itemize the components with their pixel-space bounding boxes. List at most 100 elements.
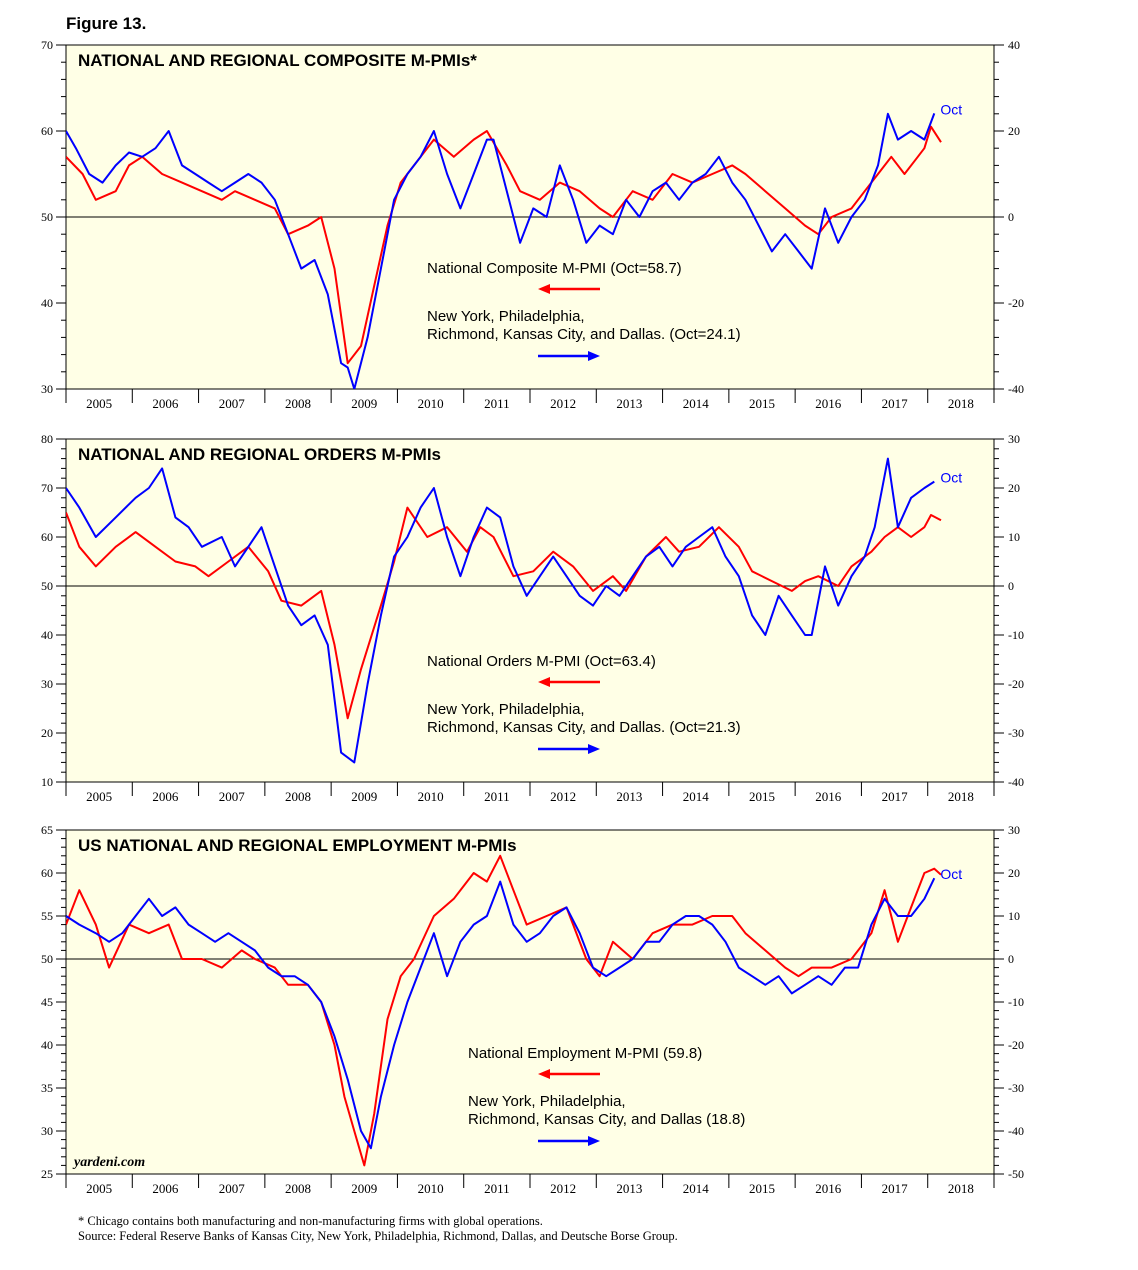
- left-tick-label: 40: [41, 296, 53, 310]
- left-tick-label: 40: [41, 1038, 53, 1052]
- right-tick-label: -20: [1008, 1038, 1024, 1052]
- legend-regional-label: Richmond, Kansas City, and Dallas (18.8): [468, 1111, 745, 1128]
- year-label: 2007: [219, 1181, 246, 1196]
- year-label: 2018: [948, 789, 974, 804]
- year-label: 2005: [86, 396, 112, 411]
- year-label: 2013: [616, 789, 642, 804]
- year-label: 2007: [219, 396, 246, 411]
- year-label: 2011: [484, 396, 510, 411]
- left-tick-label: 80: [41, 432, 53, 446]
- year-label: 2008: [285, 1181, 311, 1196]
- left-tick-label: 40: [41, 628, 53, 642]
- figure-title: Figure 13.: [66, 14, 147, 33]
- legend-national-label: National Employment M-PMI (59.8): [468, 1045, 702, 1062]
- source-note: Source: Federal Reserve Banks of Kansas …: [78, 1229, 678, 1243]
- right-tick-label: -20: [1008, 296, 1024, 310]
- year-label: 2011: [484, 789, 510, 804]
- left-tick-label: 20: [41, 726, 53, 740]
- left-tick-label: 70: [41, 481, 53, 495]
- right-tick-label: -40: [1008, 382, 1024, 396]
- legend-red-arrow: [538, 1069, 550, 1079]
- year-label: 2009: [351, 396, 377, 411]
- year-label: 2012: [550, 1181, 576, 1196]
- year-label: 2009: [351, 789, 377, 804]
- legend-blue-arrow: [588, 1136, 600, 1146]
- year-label: 2012: [550, 789, 576, 804]
- year-label: 2017: [882, 1181, 909, 1196]
- year-label: 2010: [418, 396, 444, 411]
- legend-red-arrow: [538, 677, 550, 687]
- right-tick-label: -40: [1008, 775, 1024, 789]
- legend-national-label: National Composite M-PMI (Oct=58.7): [427, 260, 682, 277]
- left-tick-label: 50: [41, 952, 53, 966]
- right-tick-label: 10: [1008, 530, 1020, 544]
- year-label: 2008: [285, 789, 311, 804]
- end-label: Oct: [940, 101, 962, 117]
- left-tick-label: 45: [41, 995, 53, 1009]
- left-tick-label: 30: [41, 677, 53, 691]
- legend-national-label: National Orders M-PMI (Oct=63.4): [427, 653, 656, 670]
- left-tick-label: 60: [41, 866, 53, 880]
- regional-series-line: [66, 877, 936, 1150]
- left-tick-label: 50: [41, 210, 53, 224]
- end-label: Oct: [940, 470, 962, 486]
- left-tick-label: 70: [41, 38, 53, 52]
- left-tick-label: 60: [41, 530, 53, 544]
- year-label: 2018: [948, 396, 974, 411]
- year-label: 2005: [86, 1181, 112, 1196]
- plot-area: [65, 829, 995, 1175]
- left-tick-label: 50: [41, 579, 53, 593]
- right-tick-label: -50: [1008, 1167, 1024, 1181]
- year-label: 2009: [351, 1181, 377, 1196]
- left-tick-label: 30: [41, 382, 53, 396]
- right-tick-label: 10: [1008, 909, 1020, 923]
- national-series-line: [66, 854, 942, 1167]
- year-label: 2006: [152, 396, 179, 411]
- legend-red-arrow: [538, 284, 550, 294]
- right-tick-label: -40: [1008, 1124, 1024, 1138]
- right-tick-label: -10: [1008, 628, 1024, 642]
- year-label: 2007: [219, 789, 246, 804]
- year-label: 2010: [418, 1181, 444, 1196]
- right-tick-label: -20: [1008, 677, 1024, 691]
- chart-title: US NATIONAL AND REGIONAL EMPLOYMENT M-PM…: [78, 836, 517, 855]
- legend-blue-arrow: [588, 351, 600, 361]
- right-tick-label: 20: [1008, 124, 1020, 138]
- year-label: 2013: [616, 396, 642, 411]
- brand-watermark: yardeni.com: [72, 1155, 145, 1170]
- right-tick-label: 40: [1008, 38, 1020, 52]
- year-label: 2016: [815, 396, 842, 411]
- national-series-line: [66, 506, 942, 720]
- left-tick-label: 30: [41, 1124, 53, 1138]
- right-tick-label: 20: [1008, 481, 1020, 495]
- plot-area: [65, 438, 995, 783]
- legend-regional-label: New York, Philadelphia,: [427, 701, 585, 718]
- year-label: 2016: [815, 1181, 842, 1196]
- year-label: 2014: [683, 789, 710, 804]
- legend-regional-label: New York, Philadelphia,: [427, 308, 585, 325]
- right-tick-label: -30: [1008, 726, 1024, 740]
- left-tick-label: 65: [41, 823, 53, 837]
- year-label: 2015: [749, 1181, 775, 1196]
- right-tick-label: 0: [1008, 210, 1014, 224]
- left-tick-label: 35: [41, 1081, 53, 1095]
- left-tick-label: 55: [41, 909, 53, 923]
- right-tick-label: 0: [1008, 952, 1014, 966]
- legend-regional-label: New York, Philadelphia,: [468, 1093, 626, 1110]
- year-label: 2006: [152, 1181, 179, 1196]
- legend-regional-label: Richmond, Kansas City, and Dallas. (Oct=…: [427, 719, 741, 736]
- right-tick-label: -10: [1008, 995, 1024, 1009]
- year-label: 2017: [882, 396, 909, 411]
- year-label: 2013: [616, 1181, 642, 1196]
- chart-title: NATIONAL AND REGIONAL COMPOSITE M-PMIs*: [78, 51, 477, 70]
- national-series-line: [66, 125, 942, 365]
- year-label: 2005: [86, 789, 112, 804]
- year-label: 2015: [749, 396, 775, 411]
- right-tick-label: 30: [1008, 823, 1020, 837]
- right-tick-label: 20: [1008, 866, 1020, 880]
- year-label: 2018: [948, 1181, 974, 1196]
- right-tick-label: -30: [1008, 1081, 1024, 1095]
- year-label: 2006: [152, 789, 179, 804]
- left-tick-label: 10: [41, 775, 53, 789]
